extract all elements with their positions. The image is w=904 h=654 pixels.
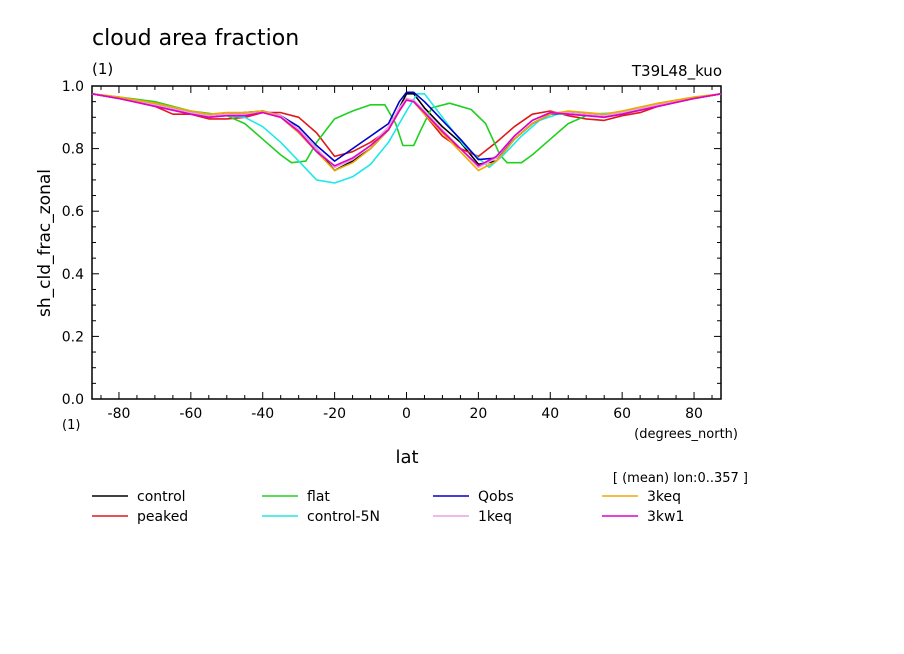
y-tick-label: 0.6 <box>62 204 84 220</box>
x-units-label: (degrees_north) <box>634 427 738 442</box>
y-tick-label: 0.4 <box>62 267 84 283</box>
series-line-qobs <box>91 91 722 162</box>
mean-note: [ (mean) lon:0..357 ] <box>613 471 748 486</box>
axis-ticks: -80 -60 -40 -20 0 20 40 60 80 0.0 0.2 0.4 0.6 0.8 1.0 <box>62 79 721 422</box>
x-tick-label: -60 <box>179 406 202 422</box>
y-tick-label: 0.0 <box>62 392 84 408</box>
series-line-control-5n <box>91 93 722 184</box>
x-tick-label: 40 <box>541 406 559 422</box>
y-tick-label: 0.2 <box>62 329 84 345</box>
plot-frame <box>91 85 722 400</box>
series-line-1keq <box>91 93 722 169</box>
legend: control peaked flat control-5N Qobs 1keq 3keq 3… <box>92 489 684 525</box>
y-units-label: (1) <box>62 418 80 433</box>
series-line-3keq <box>91 93 722 172</box>
y-tick-label: 1.0 <box>62 79 84 95</box>
legend-label: control <box>137 489 186 505</box>
x-tick-label: 20 <box>469 406 487 422</box>
x-axis-label: lat <box>395 447 418 468</box>
legend-label: 1keq <box>478 509 512 525</box>
x-tick-label: 60 <box>613 406 631 422</box>
legend-label: 3kw1 <box>647 509 684 525</box>
legend-label: 3keq <box>647 489 681 505</box>
series-line-flat <box>91 93 722 164</box>
legend-label: control-5N <box>307 509 380 525</box>
run-label: T39L48_kuo <box>631 62 722 81</box>
series-lines <box>91 91 722 184</box>
x-tick-label: 80 <box>685 406 703 422</box>
x-tick-label: -80 <box>108 406 131 422</box>
y-tick-label: 0.8 <box>62 142 84 158</box>
y-axis-label: sh_cld_frac_zonal <box>35 169 55 317</box>
legend-label: flat <box>307 489 330 505</box>
series-line-control <box>91 93 722 172</box>
series-line-peaked <box>91 93 722 158</box>
units-label: (1) <box>92 60 113 78</box>
chart-title: cloud area fraction <box>92 26 299 51</box>
legend-label: Qobs <box>478 489 514 505</box>
x-tick-label: -40 <box>251 406 274 422</box>
x-tick-label: 0 <box>402 406 411 422</box>
legend-label: peaked <box>137 509 188 525</box>
x-tick-label: -20 <box>323 406 346 422</box>
series-line-3kw1 <box>91 93 722 167</box>
